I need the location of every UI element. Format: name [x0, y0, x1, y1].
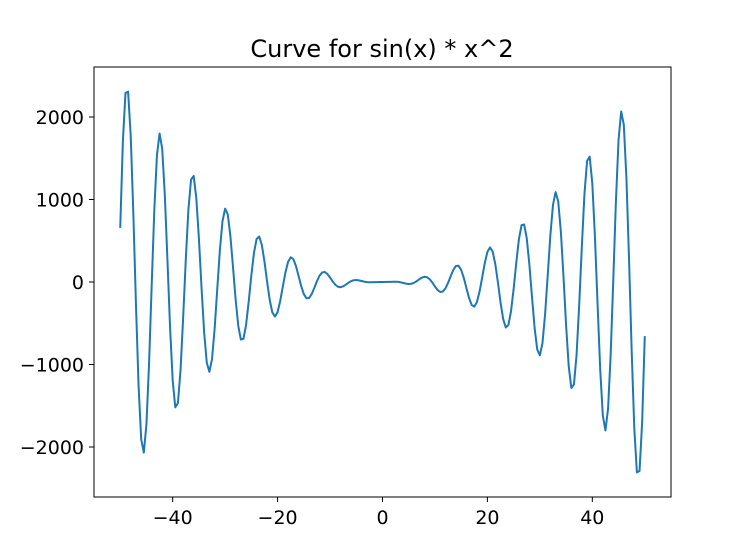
- data-line: [119, 90, 646, 474]
- x-tick-label: −40: [153, 507, 193, 529]
- y-tick-label: −2000: [20, 437, 84, 459]
- y-tick-label: 2000: [36, 107, 84, 129]
- x-tick-label: 20: [475, 507, 499, 529]
- y-tick-label: 1000: [36, 189, 84, 211]
- x-tick-label: −20: [258, 507, 298, 529]
- x-tick-label: 40: [580, 507, 604, 529]
- y-tick-label: −1000: [20, 355, 84, 377]
- x-tick-label: 0: [376, 507, 388, 529]
- y-tick-label: 0: [72, 272, 84, 294]
- chart-title: Curve for sin(x) * x^2: [250, 35, 513, 63]
